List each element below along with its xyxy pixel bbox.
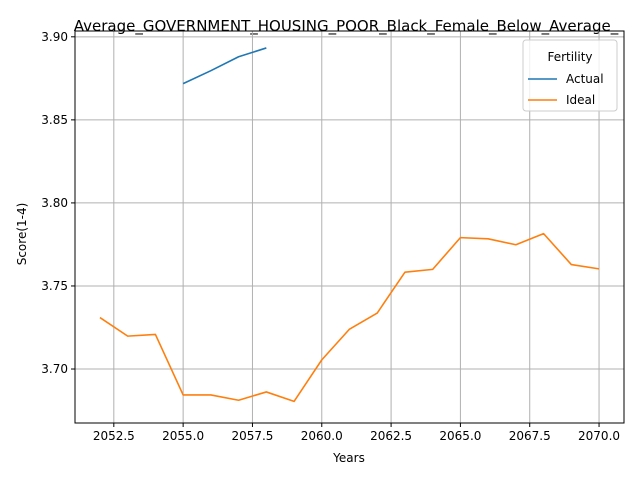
- legend-items: Actual Ideal: [528, 72, 604, 107]
- x-tick-label: 2067.5: [509, 429, 551, 443]
- x-axis: 2052.5 2055.0 2057.5 2060.0 2062.5 2065.0 2067…: [93, 423, 620, 443]
- x-tick-label: 2070.0: [578, 429, 620, 443]
- x-tick-label: 2065.0: [439, 429, 481, 443]
- x-tick-label: 2052.5: [93, 429, 135, 443]
- y-axis-label: Score(1-4): [15, 203, 29, 266]
- chart-title: Average_GOVERNMENT_HOUSING_POOR_Black_Fe…: [74, 17, 619, 36]
- x-tick-label: 2055.0: [162, 429, 204, 443]
- y-tick-label: 3.90: [41, 30, 68, 44]
- x-tick-label: 2060.0: [301, 429, 343, 443]
- y-tick-label: 3.85: [41, 113, 68, 127]
- plot-frame: [74, 30, 625, 424]
- y-tick-label: 3.75: [41, 279, 68, 293]
- x-tick-label: 2062.5: [370, 429, 412, 443]
- y-tick-label: 3.80: [41, 196, 68, 210]
- x-axis-label: Years: [332, 451, 365, 465]
- y-axis: 3.70 3.75 3.80 3.85 3.90: [41, 30, 75, 376]
- legend-label: Ideal: [566, 93, 595, 107]
- legend-box: [522, 39, 618, 112]
- series-layer: [99, 47, 600, 403]
- y-tick-label: 3.70: [41, 362, 68, 376]
- series-line-ideal: [99, 232, 600, 403]
- x-tick-label: 2057.5: [231, 429, 273, 443]
- legend: Fertility Actual Ideal: [522, 39, 618, 112]
- series-line-actual: [182, 47, 267, 85]
- legend-title: Fertility: [547, 50, 592, 64]
- legend-label: Actual: [566, 72, 604, 86]
